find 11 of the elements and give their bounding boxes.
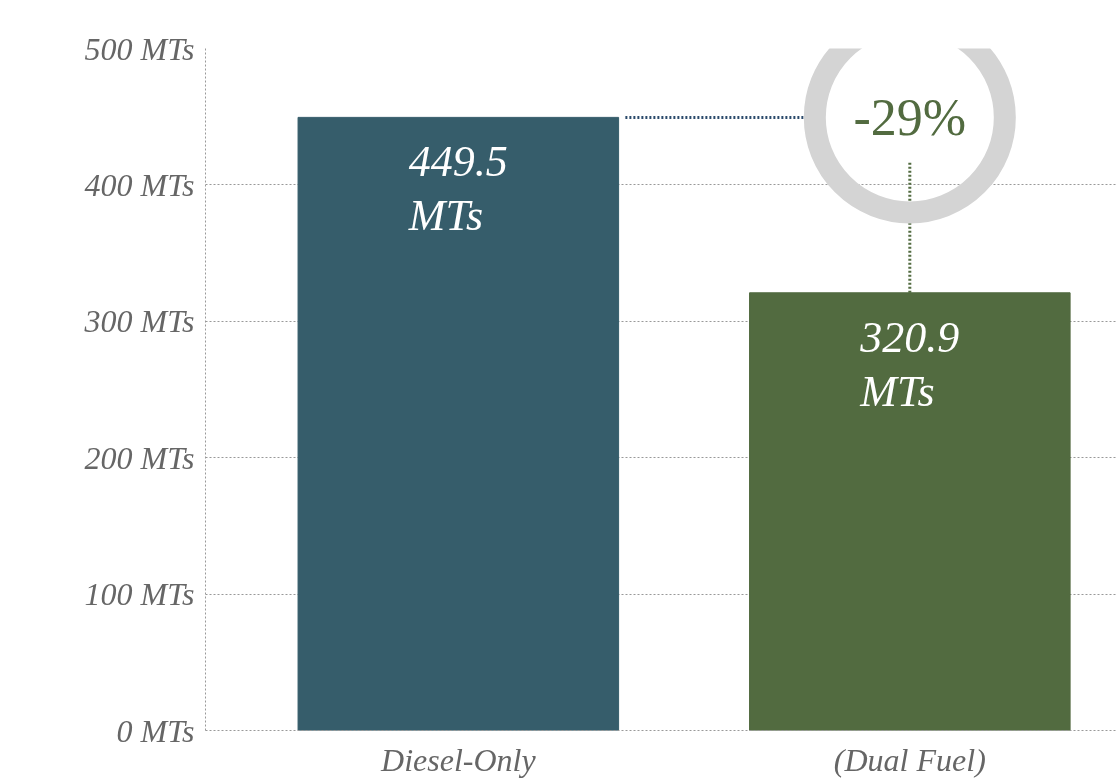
y-tick-label: 300 MTs [83, 303, 195, 340]
data-label: 449.5 MTs [407, 137, 508, 241]
x-tick-label: Diesel-Only [380, 741, 537, 778]
y-tick-label: 400 MTs [84, 166, 195, 203]
y-tick-label: 200 MTs [84, 439, 195, 476]
data-label: 320.9 MTs [859, 312, 960, 416]
y-tick-label: 0 MTs [116, 712, 195, 749]
y-tick-label: 100 MTs [84, 576, 195, 613]
x-tick-label: (Dual Fuel) [833, 741, 986, 778]
y-tick-label: 500 MTs [84, 30, 195, 67]
annotation: -29% [853, 88, 967, 146]
